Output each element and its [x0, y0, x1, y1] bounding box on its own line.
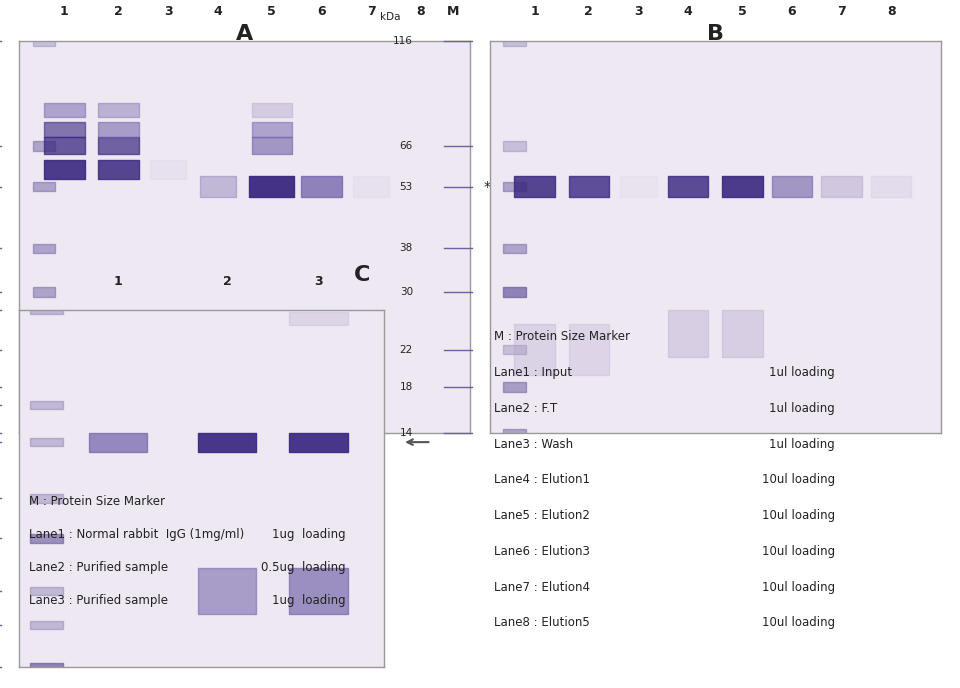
Text: 1ul loading: 1ul loading [770, 438, 835, 451]
Text: 3: 3 [635, 5, 643, 18]
Text: 3: 3 [314, 275, 323, 288]
Text: *: * [484, 180, 491, 193]
Text: Lane8 : Elution5: Lane8 : Elution5 [494, 616, 590, 630]
Text: Lane3 : Wash: Lane3 : Wash [494, 438, 573, 451]
Text: 10ul loading: 10ul loading [762, 581, 835, 594]
Text: 10ul loading: 10ul loading [762, 616, 835, 630]
Text: Lane2 : Purified sample: Lane2 : Purified sample [29, 561, 168, 574]
Text: 1: 1 [113, 275, 122, 288]
Text: 2: 2 [585, 5, 593, 18]
Text: M : Protein Size Marker: M : Protein Size Marker [494, 330, 631, 343]
Text: 10ul loading: 10ul loading [762, 545, 835, 558]
Text: 18: 18 [399, 382, 413, 392]
Text: 3: 3 [164, 5, 173, 18]
Text: M: M [447, 5, 460, 18]
Text: 8: 8 [887, 5, 896, 18]
Text: 1: 1 [60, 5, 69, 18]
Text: M : Protein Size Marker: M : Protein Size Marker [29, 495, 165, 508]
Text: Lane1 : Normal rabbit  IgG (1mg/ml): Lane1 : Normal rabbit IgG (1mg/ml) [29, 528, 244, 541]
Text: 0.5ug  loading: 0.5ug loading [261, 561, 346, 574]
Text: 116: 116 [393, 36, 413, 46]
Text: Lane2 : F.T: Lane2 : F.T [494, 402, 558, 415]
Text: Lane1 : Input: Lane1 : Input [494, 366, 572, 379]
Text: Lane3 : Purified sample: Lane3 : Purified sample [29, 594, 168, 608]
Text: 66: 66 [399, 141, 413, 151]
Text: B: B [707, 24, 724, 44]
Text: A: A [236, 24, 253, 44]
Text: Lane6 : Elution3: Lane6 : Elution3 [494, 545, 590, 558]
Text: 4: 4 [213, 5, 222, 18]
Text: 30: 30 [399, 287, 413, 297]
Text: 22: 22 [399, 345, 413, 354]
Text: Lane7 : Elution4: Lane7 : Elution4 [494, 581, 590, 594]
Text: 6: 6 [317, 5, 325, 18]
Text: 2: 2 [114, 5, 123, 18]
Text: 1: 1 [530, 5, 540, 18]
Text: Lane4 : Elution1: Lane4 : Elution1 [494, 473, 590, 486]
Text: 1ul loading: 1ul loading [770, 402, 835, 415]
Text: 6: 6 [787, 5, 796, 18]
Text: Lane5 : Elution2: Lane5 : Elution2 [494, 509, 590, 522]
Text: 10ul loading: 10ul loading [762, 473, 835, 486]
Text: 2: 2 [223, 275, 231, 288]
Text: 38: 38 [399, 244, 413, 253]
Text: 1ug  loading: 1ug loading [272, 594, 346, 608]
Text: 4: 4 [684, 5, 692, 18]
Text: 14: 14 [399, 429, 413, 438]
Text: 5: 5 [738, 5, 747, 18]
Text: 7: 7 [367, 5, 375, 18]
Text: 7: 7 [837, 5, 846, 18]
Text: 10ul loading: 10ul loading [762, 509, 835, 522]
Text: 5: 5 [268, 5, 276, 18]
Text: 1ug  loading: 1ug loading [272, 528, 346, 541]
Text: 53: 53 [399, 182, 413, 191]
Text: C: C [354, 265, 371, 285]
Text: 1ul loading: 1ul loading [770, 366, 835, 379]
Text: 8: 8 [417, 5, 425, 18]
Text: kDa: kDa [380, 12, 400, 22]
